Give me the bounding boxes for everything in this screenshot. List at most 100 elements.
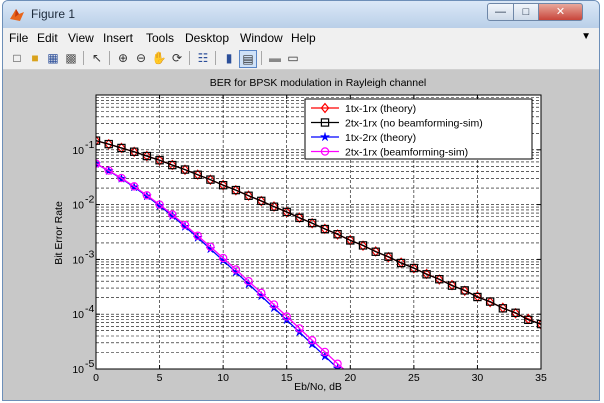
data-point (142, 191, 152, 200)
data-point (193, 231, 202, 240)
data-point (524, 315, 533, 325)
menu-help[interactable]: Help (291, 31, 316, 45)
data-point (511, 308, 520, 318)
data-point (269, 202, 279, 211)
menu-bar: File Edit View Insert Tools Desktop Wind… (3, 28, 599, 48)
data-point (473, 292, 482, 302)
data-point (218, 180, 228, 190)
close-icon: ✕ (555, 6, 566, 18)
legend-label: 1tx-2rx (theory) (345, 132, 416, 144)
x-tick-label: 20 (344, 372, 356, 384)
data-point (244, 191, 253, 200)
menu-desktop[interactable]: Desktop (185, 31, 230, 45)
data-point (372, 393, 379, 400)
y-tick-exponent: -5 (85, 358, 94, 370)
matlab-figure-icon (10, 9, 24, 21)
data-point (180, 220, 190, 230)
data-point (447, 281, 457, 290)
data-point (333, 359, 342, 368)
open-folder-icon[interactable]: ■ (31, 51, 39, 65)
data-point (320, 224, 330, 234)
rotate-3d-icon[interactable]: ⟳ (171, 51, 183, 65)
data-point (193, 170, 202, 179)
hide-plot-tools-icon[interactable]: ▬ (269, 51, 281, 65)
print-icon[interactable]: ▩ (65, 51, 77, 65)
x-tick-label: 10 (217, 372, 229, 384)
data-point (117, 143, 126, 153)
data-point (129, 147, 139, 156)
plot-frame (95, 94, 542, 370)
pan-icon[interactable]: ✋ (151, 51, 167, 65)
legend-label: 2tx-1rx (beamforming-sim) (345, 147, 468, 159)
data-cursor-icon[interactable]: ☷ (197, 51, 209, 65)
data-point (384, 252, 393, 261)
y-axis-label: Bit Error Rate (53, 201, 65, 265)
data-point (485, 297, 495, 306)
toolbar-separator (83, 51, 84, 65)
menu-overflow-arrow-icon[interactable]: ▼ (581, 31, 591, 42)
data-point (155, 156, 164, 165)
x-tick-label: 25 (408, 372, 420, 384)
legend-label: 1tx-1rx (theory) (345, 103, 416, 115)
zoom-out-icon[interactable]: ⊖ (135, 51, 147, 65)
data-point (282, 207, 291, 217)
title-bar[interactable]: Figure 1 — □ ✕ (3, 1, 599, 28)
y-tick-label: 10 (72, 364, 84, 376)
minimize-button[interactable]: — (487, 3, 514, 21)
minimize-icon: — (495, 6, 506, 18)
data-point (358, 241, 368, 250)
data-point (269, 300, 279, 309)
data-point (168, 160, 177, 170)
data-point (536, 319, 541, 329)
data-point (359, 382, 366, 389)
data-point (142, 150, 152, 162)
window-title: Figure 1 (31, 7, 76, 21)
data-point (295, 324, 304, 333)
series-1 (96, 136, 541, 329)
data-point (231, 185, 241, 195)
legend-box (304, 98, 533, 160)
y-tick-label: 10 (72, 200, 84, 212)
toolbar-separator (261, 51, 262, 65)
data-point (422, 270, 431, 279)
new-file-icon[interactable]: □ (13, 51, 21, 65)
data-point (307, 336, 317, 345)
legend-marker (320, 147, 330, 156)
data-point (168, 210, 177, 219)
data-point (371, 247, 380, 256)
data-point (96, 135, 101, 147)
menu-window[interactable]: Window (240, 31, 283, 45)
close-button[interactable]: ✕ (538, 3, 583, 21)
menu-insert[interactable]: Insert (103, 31, 134, 45)
data-point (117, 173, 126, 183)
menu-view[interactable]: View (68, 31, 94, 45)
data-point (104, 166, 113, 175)
data-point (142, 151, 152, 161)
data-point (104, 138, 114, 150)
data-point (104, 139, 113, 149)
toolbar-separator (109, 51, 110, 65)
menu-file[interactable]: File (9, 31, 29, 45)
show-plot-tools-icon[interactable]: ▭ (287, 51, 299, 65)
data-point (396, 258, 406, 268)
series-line (96, 139, 541, 325)
menu-edit[interactable]: Edit (37, 31, 58, 45)
colorbar-icon[interactable]: ▮ (225, 51, 233, 65)
chart-title: BER for BPSK modulation in Rayleigh chan… (210, 77, 427, 89)
x-tick-label: 15 (281, 372, 293, 384)
data-point (307, 218, 317, 228)
zoom-in-icon[interactable]: ⊕ (117, 51, 129, 65)
x-tick-label: 30 (472, 372, 484, 384)
legend-label: 2tx-1rx (no beamforming-sim) (345, 118, 483, 130)
x-tick-label: 35 (535, 372, 547, 384)
data-point (409, 263, 419, 273)
y-tick-exponent: -2 (85, 194, 94, 206)
data-point (282, 312, 291, 321)
menu-tools[interactable]: Tools (146, 31, 175, 45)
x-tick-label: 5 (157, 372, 163, 384)
legend-icon[interactable]: ▤ (239, 50, 257, 68)
x-axis-label: Eb/No, dB (294, 381, 342, 393)
pointer-icon[interactable]: ↖ (91, 51, 103, 65)
save-icon[interactable]: ▦ (47, 51, 59, 65)
